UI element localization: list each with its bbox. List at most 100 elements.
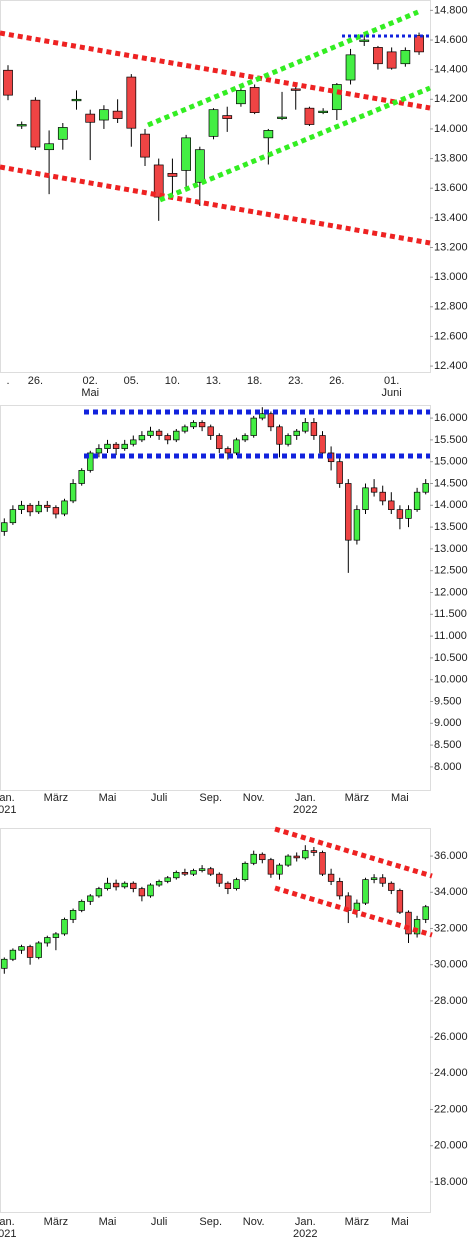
trend-line (147, 9, 419, 128)
x-tick-label: Nov. (242, 1216, 265, 1228)
candle-body (400, 50, 411, 65)
y-tick-label: 9.500 (434, 695, 462, 707)
candle-body (138, 888, 146, 897)
candle-body (52, 507, 60, 515)
y-tick-label: 18.000 (434, 1176, 468, 1188)
candle-body (121, 882, 128, 888)
y-tick-label: 14.000 (434, 499, 468, 511)
candle-body (362, 487, 369, 510)
candle-body (130, 882, 137, 890)
candle-body (167, 173, 178, 177)
candle-body (233, 879, 240, 890)
candle-body (52, 933, 60, 938)
candle-body (413, 491, 421, 510)
y-tick-label: 14.500 (434, 477, 468, 489)
x-tick-label: 10. (164, 375, 181, 387)
candle-body (112, 882, 120, 888)
candle-body (359, 39, 370, 42)
candle-body (396, 509, 404, 519)
candle-body (164, 435, 171, 441)
candle-body (276, 426, 283, 445)
candle-body (173, 430, 180, 441)
x-tick-label: Juli (150, 1216, 168, 1228)
y-tick-label: 36.000 (434, 850, 468, 862)
candle-body (181, 137, 191, 171)
x-tick-label: 13. (205, 375, 222, 387)
trend-line (0, 30, 431, 111)
candle-body (61, 919, 68, 935)
candle-body (126, 76, 137, 129)
candle-body (147, 430, 154, 436)
y-tick-label: 11.000 (434, 630, 467, 642)
candle-body (190, 422, 197, 428)
x-tick-label: Jan. 2022 (293, 1216, 318, 1240)
candle-body (290, 88, 301, 91)
candles (1, 32, 429, 974)
candle-body (69, 910, 77, 920)
x-tick-label: Nov. (242, 792, 265, 804)
candle-body (259, 853, 266, 861)
y-tick-label: 12.400 (434, 360, 468, 372)
plot-frame (0, 828, 431, 1213)
trend-line (274, 826, 433, 879)
y-tick-label: 20.000 (434, 1140, 468, 1152)
y-tick-label: 24.000 (434, 1067, 468, 1079)
candle-body (140, 133, 150, 158)
candle-body (9, 949, 17, 960)
candle-body (241, 862, 249, 880)
y-tick-label: 12.500 (434, 565, 468, 577)
y-tick-label: 13.000 (434, 543, 468, 555)
candle-body (386, 51, 397, 69)
candle-body (207, 868, 214, 875)
candle-body (293, 430, 300, 436)
candle-body (422, 483, 429, 493)
candle-body (1, 958, 8, 969)
candle-body (216, 873, 223, 884)
candle-body (87, 452, 94, 471)
y-tick-label: 22.000 (434, 1103, 468, 1115)
candle-body (30, 99, 41, 148)
y-tick-label: 9.000 (434, 717, 462, 729)
candle-body (319, 435, 326, 454)
candle-body (259, 413, 266, 419)
trend-lines (0, 9, 433, 938)
candle-body (336, 881, 343, 897)
candle-body (9, 509, 17, 524)
candle-body (190, 870, 197, 875)
candle-body (78, 900, 85, 911)
y-tick-label: 26.000 (434, 1031, 468, 1043)
x-tick-label: Sep. (199, 1216, 223, 1228)
candle-body (194, 149, 205, 183)
y-tick-label: 14.000 (434, 123, 468, 135)
y-tick-label: 14.400 (434, 64, 468, 76)
y-tick-label: 13.400 (434, 212, 468, 224)
candle-body (284, 435, 292, 445)
candle-body (310, 850, 318, 853)
candle-body (293, 855, 300, 859)
candle-body (370, 487, 378, 493)
candle-body (71, 98, 82, 102)
candle-body (35, 504, 42, 513)
x-tick-label: März (344, 792, 370, 804)
y-tick-label: 11.500 (434, 608, 467, 620)
candle-body (241, 435, 249, 441)
y-tick-label: 12.600 (434, 330, 468, 342)
y-tick-label: 30.000 (434, 959, 468, 971)
candle-body (236, 90, 246, 105)
candle-body (181, 426, 189, 432)
candle-body (155, 430, 163, 436)
candle-body (16, 124, 27, 127)
candle-body (18, 504, 25, 510)
candle-body (198, 868, 206, 871)
candle-body (44, 937, 51, 944)
y-tick-label: 14.600 (434, 34, 468, 46)
candle-body (422, 906, 429, 920)
y-tick-label: 12.000 (434, 586, 468, 598)
candle-body (1, 522, 8, 532)
candle-body (130, 439, 137, 445)
candle-body (414, 35, 424, 53)
trend-line (159, 85, 431, 203)
candle-body (331, 84, 342, 111)
x-tick-label: Jan. 2022 (293, 792, 318, 816)
